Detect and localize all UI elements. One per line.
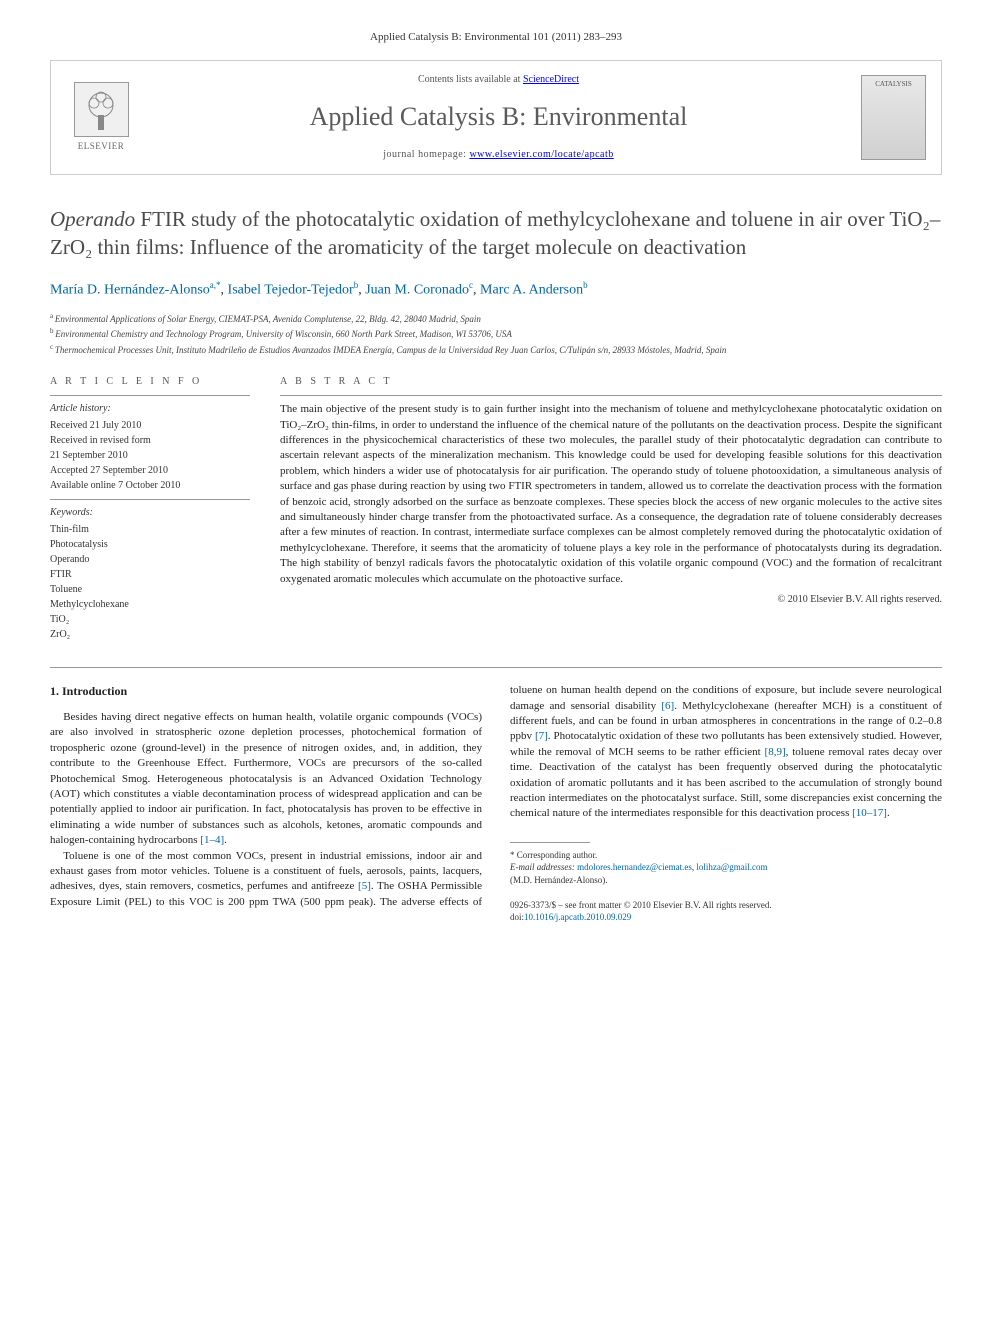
keyword-item: Toluene bbox=[50, 582, 250, 597]
keyword-item: Photocatalysis bbox=[50, 537, 250, 552]
author-affiliation-sup: b bbox=[583, 280, 588, 290]
cover-label: CATALYSIS bbox=[875, 80, 911, 90]
homepage-link[interactable]: www.elsevier.com/locate/apcatb bbox=[469, 149, 613, 160]
journal-name: Applied Catalysis B: Environmental bbox=[151, 99, 846, 135]
ref-link-6[interactable]: [6] bbox=[661, 700, 674, 712]
history-item: 21 September 2010 bbox=[50, 448, 250, 463]
author-link[interactable]: Marc A. Anderson bbox=[480, 283, 583, 298]
keyword-item: Thin-film bbox=[50, 522, 250, 537]
intro-paragraph-1: Besides having direct negative effects o… bbox=[50, 710, 482, 849]
history-item: Received in revised form bbox=[50, 433, 250, 448]
ref-link-10-17[interactable]: [10–17] bbox=[852, 807, 887, 819]
doi-line: doi:10.1016/j.apcatb.2010.09.029 bbox=[510, 911, 942, 924]
keyword-item: Operando bbox=[50, 552, 250, 567]
journal-header-box: ELSEVIER Contents lists available at Sci… bbox=[50, 60, 942, 174]
doi-label: doi: bbox=[510, 912, 524, 922]
keyword-item: ZrO₂ bbox=[50, 627, 250, 642]
contents-prefix: Contents lists available at bbox=[418, 74, 523, 85]
email-link-1[interactable]: mdolores.hernandez@ciemat.es bbox=[577, 862, 692, 872]
divider bbox=[280, 395, 942, 396]
sciencedirect-link[interactable]: ScienceDirect bbox=[523, 74, 579, 85]
keywords-label: Keywords: bbox=[50, 506, 250, 520]
issn-line: 0926-3373/$ – see front matter © 2010 El… bbox=[510, 899, 942, 912]
keyword-item: TiO₂ bbox=[50, 612, 250, 627]
section-divider bbox=[50, 667, 942, 668]
ref-link-7[interactable]: [7] bbox=[535, 730, 548, 742]
abstract-text: The main objective of the present study … bbox=[280, 402, 942, 587]
elsevier-label: ELSEVIER bbox=[78, 140, 125, 153]
divider bbox=[50, 395, 250, 396]
affiliation-line: b Environmental Chemistry and Technology… bbox=[50, 326, 942, 342]
corresponding-author-note: * Corresponding author. bbox=[510, 849, 942, 862]
history-item: Available online 7 October 2010 bbox=[50, 478, 250, 493]
title-italic: Operando bbox=[50, 207, 135, 231]
section-title-text: Introduction bbox=[62, 684, 127, 698]
para1-end: . bbox=[224, 834, 227, 846]
info-abstract-row: A R T I C L E I N F O Article history: R… bbox=[50, 375, 942, 642]
contents-available-line: Contents lists available at ScienceDirec… bbox=[151, 73, 846, 87]
section-number: 1. bbox=[50, 684, 59, 698]
para1-text: Besides having direct negative effects o… bbox=[50, 711, 482, 846]
email-line: E-mail addresses: mdolores.hernandez@cie… bbox=[510, 861, 942, 874]
email-link-2[interactable]: lolihza@gmail.com bbox=[696, 862, 767, 872]
abstract-heading: A B S T R A C T bbox=[280, 375, 942, 389]
footer-block: 0926-3373/$ – see front matter © 2010 El… bbox=[510, 899, 942, 924]
email-label: E-mail addresses: bbox=[510, 862, 577, 872]
abstract-copyright: © 2010 Elsevier B.V. All rights reserved… bbox=[280, 593, 942, 607]
author-affiliation-sup: c bbox=[469, 280, 473, 290]
homepage-line: journal homepage: www.elsevier.com/locat… bbox=[151, 148, 846, 162]
history-item: Received 21 July 2010 bbox=[50, 418, 250, 433]
keyword-item: FTIR bbox=[50, 567, 250, 582]
journal-center-block: Contents lists available at ScienceDirec… bbox=[151, 73, 846, 161]
citation-line: Applied Catalysis B: Environmental 101 (… bbox=[50, 30, 942, 45]
footnotes-block: * Corresponding author. E-mail addresses… bbox=[510, 849, 942, 887]
article-title: Operando FTIR study of the photocatalyti… bbox=[50, 205, 942, 262]
history-label: Article history: bbox=[50, 402, 250, 416]
affiliations-list: a Environmental Applications of Solar En… bbox=[50, 311, 942, 358]
author-affiliation-sup: b bbox=[354, 280, 359, 290]
divider bbox=[50, 499, 250, 500]
body-two-column: 1. Introduction Besides having direct ne… bbox=[50, 683, 942, 923]
para2-f: . bbox=[887, 807, 890, 819]
keywords-text: Thin-filmPhotocatalysisOperandoFTIRTolue… bbox=[50, 522, 250, 642]
history-item: Accepted 27 September 2010 bbox=[50, 463, 250, 478]
elsevier-logo: ELSEVIER bbox=[66, 78, 136, 158]
author-paren: (M.D. Hernández-Alonso). bbox=[510, 874, 942, 887]
ref-link-8-9[interactable]: [8,9] bbox=[765, 746, 786, 758]
author-link[interactable]: María D. Hernández-Alonso bbox=[50, 283, 210, 298]
history-text: Received 21 July 2010Received in revised… bbox=[50, 418, 250, 493]
author-affiliation-sup: a,* bbox=[210, 280, 221, 290]
section-heading: 1. Introduction bbox=[50, 683, 482, 700]
affiliation-line: a Environmental Applications of Solar En… bbox=[50, 311, 942, 327]
footnote-separator bbox=[510, 842, 590, 843]
abstract-column: A B S T R A C T The main objective of th… bbox=[280, 375, 942, 642]
elsevier-tree-icon bbox=[74, 82, 129, 137]
article-info-column: A R T I C L E I N F O Article history: R… bbox=[50, 375, 250, 642]
affiliation-line: c Thermochemical Processes Unit, Institu… bbox=[50, 342, 942, 358]
authors-list: María D. Hernández-Alonsoa,*, Isabel Tej… bbox=[50, 279, 942, 300]
author-link[interactable]: Isabel Tejedor-Tejedor bbox=[228, 283, 354, 298]
author-link[interactable]: Juan M. Coronado bbox=[365, 283, 469, 298]
article-info-heading: A R T I C L E I N F O bbox=[50, 375, 250, 389]
ref-link-5[interactable]: [5] bbox=[358, 880, 371, 892]
doi-link[interactable]: 10.1016/j.apcatb.2010.09.029 bbox=[524, 912, 631, 922]
title-rest: FTIR study of the photocatalytic oxidati… bbox=[50, 207, 940, 259]
keyword-item: Methylcyclohexane bbox=[50, 597, 250, 612]
homepage-prefix: journal homepage: bbox=[383, 149, 469, 160]
journal-cover-thumbnail: CATALYSIS bbox=[861, 75, 926, 160]
ref-link-1-4[interactable]: [1–4] bbox=[200, 834, 224, 846]
